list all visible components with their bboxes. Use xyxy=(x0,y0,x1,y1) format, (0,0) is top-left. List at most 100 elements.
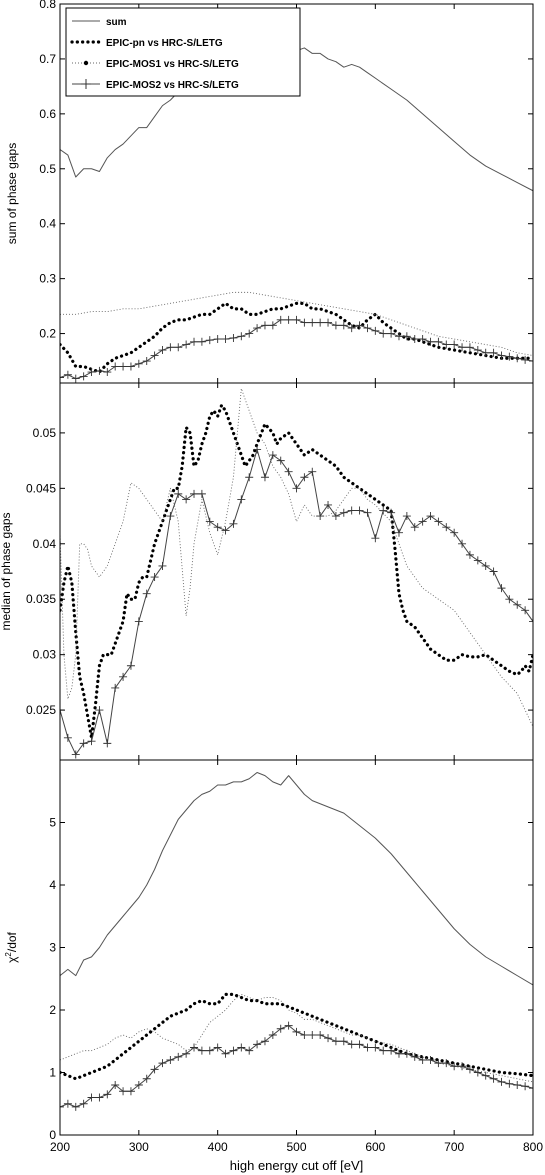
data-point-epic-mos2-vs-hrc-s-letg xyxy=(87,368,96,377)
data-point-epic-mos2-vs-hrc-s-letg xyxy=(182,1049,191,1058)
x-tick-label: 700 xyxy=(444,1140,464,1154)
data-point-epic-mos2-vs-hrc-s-letg xyxy=(442,340,451,349)
data-point-epic-mos2-vs-hrc-s-letg xyxy=(458,343,467,352)
data-point-epic-mos2-vs-hrc-s-letg xyxy=(213,335,222,344)
data-point-epic-mos2-vs-hrc-s-letg xyxy=(166,343,175,352)
data-point-epic-mos2-vs-hrc-s-letg xyxy=(505,352,514,361)
data-point-epic-mos2-vs-hrc-s-letg xyxy=(418,517,427,526)
data-point-epic-mos2-vs-hrc-s-letg xyxy=(308,318,317,327)
data-point-epic-mos2-vs-hrc-s-letg xyxy=(221,526,230,535)
data-point-epic-mos2-vs-hrc-s-letg xyxy=(339,1037,348,1046)
data-point-epic-mos2-vs-hrc-s-letg xyxy=(355,1040,364,1049)
data-point-epic-mos2-vs-hrc-s-letg xyxy=(347,506,356,515)
data-point-epic-mos2-vs-hrc-s-letg xyxy=(521,1082,530,1091)
data-point-epic-mos2-vs-hrc-s-letg xyxy=(465,1065,474,1074)
data-point-epic-mos2-vs-hrc-s-letg xyxy=(237,495,246,504)
data-point-epic-mos2-vs-hrc-s-letg xyxy=(182,340,191,349)
data-point-epic-mos2-vs-hrc-s-letg xyxy=(158,1059,167,1068)
panel-median-of-phase-gaps: 0.025 0.03 0.035 0.04 0.045 0.05 xyxy=(26,382,534,761)
data-point-epic-mos2-vs-hrc-s-letg xyxy=(418,335,427,344)
y-tick-label: 0.5 xyxy=(39,162,56,176)
data-point-epic-mos2-vs-hrc-s-letg xyxy=(434,337,443,346)
data-point-epic-mos2-vs-hrc-s-letg xyxy=(450,1062,459,1071)
x-tick-label: 200 xyxy=(50,1140,70,1154)
data-point-epic-mos2-vs-hrc-s-letg xyxy=(410,1052,419,1061)
data-point-epic-mos2-vs-hrc-s-letg xyxy=(426,1056,435,1064)
data-point-epic-mos2-vs-hrc-s-letg xyxy=(237,332,246,341)
x-axis-label: high energy cut off [eV] xyxy=(230,1158,363,1173)
data-point-epic-mos2-vs-hrc-s-letg xyxy=(111,362,120,371)
data-point-epic-mos2-vs-hrc-s-letg xyxy=(126,362,135,371)
data-point-epic-mos2-vs-hrc-s-letg xyxy=(253,324,262,333)
data-point-epic-mos2-vs-hrc-s-letg xyxy=(505,1079,514,1088)
data-point-epic-mos2-vs-hrc-s-letg xyxy=(63,1099,72,1108)
y-tick-label: 0.6 xyxy=(39,107,56,121)
data-point-epic-mos2-vs-hrc-s-letg xyxy=(103,368,112,377)
x-tick-label: 800 xyxy=(523,1140,543,1154)
data-point-epic-mos2-vs-hrc-s-letg xyxy=(142,357,151,366)
data-point-epic-mos2-vs-hrc-s-letg xyxy=(182,495,191,504)
data-point-epic-mos2-vs-hrc-s-letg xyxy=(284,467,293,476)
legend-label-sum: sum xyxy=(106,17,127,28)
data-point-epic-mos2-vs-hrc-s-letg xyxy=(60,373,64,382)
data-point-epic-mos2-vs-hrc-s-letg xyxy=(379,1046,388,1055)
data-point-epic-mos2-vs-hrc-s-letg xyxy=(363,1043,372,1052)
data-point-epic-mos2-vs-hrc-s-letg xyxy=(394,332,403,341)
data-point-epic-mos2-vs-hrc-s-letg xyxy=(426,337,435,346)
data-point-epic-mos2-vs-hrc-s-letg xyxy=(371,534,380,543)
data-point-epic-mos2-vs-hrc-s-letg xyxy=(505,595,514,604)
data-point-epic-mos2-vs-hrc-s-letg xyxy=(174,343,183,352)
data-point-epic-mos2-vs-hrc-s-letg xyxy=(268,451,277,460)
data-point-epic-mos2-vs-hrc-s-letg xyxy=(324,1034,333,1043)
data-point-epic-mos2-vs-hrc-s-letg xyxy=(347,1040,356,1049)
x-tick-label: 500 xyxy=(286,1140,306,1154)
data-point-epic-mos2-vs-hrc-s-letg xyxy=(268,321,277,330)
data-point-epic-mos2-vs-hrc-s-letg xyxy=(481,1071,490,1080)
data-point-epic-mos2-vs-hrc-s-letg xyxy=(316,318,325,327)
data-point-epic-mos2-vs-hrc-s-letg xyxy=(197,337,206,346)
y-tick-label: 0.04 xyxy=(33,537,57,551)
data-point-epic-mos2-vs-hrc-s-letg xyxy=(260,321,269,330)
y-tick-label: 0 xyxy=(49,1128,56,1142)
data-point-epic-mos2-vs-hrc-s-letg xyxy=(339,321,348,330)
data-point-epic-mos2-vs-hrc-s-letg xyxy=(402,1049,411,1058)
y-tick-label: 0.035 xyxy=(26,592,56,606)
data-point-epic-mos2-vs-hrc-s-letg xyxy=(300,1031,309,1039)
data-point-epic-mos2-vs-hrc-s-letg xyxy=(205,517,214,526)
data-point-epic-mos2-vs-hrc-s-letg xyxy=(458,539,467,548)
data-point-epic-mos2-vs-hrc-s-letg xyxy=(284,1021,293,1030)
data-point-epic-mos2-vs-hrc-s-letg xyxy=(300,318,309,327)
data-point-epic-mos2-vs-hrc-s-letg xyxy=(465,550,474,559)
data-point-epic-mos2-vs-hrc-s-letg xyxy=(355,506,364,515)
data-point-epic-mos2-vs-hrc-s-letg xyxy=(339,508,348,517)
data-point-epic-mos2-vs-hrc-s-letg xyxy=(521,355,530,364)
data-point-epic-mos2-vs-hrc-s-letg xyxy=(316,512,325,521)
data-point-epic-mos2-vs-hrc-s-letg xyxy=(331,512,340,521)
y-axis-label-dof: /dof xyxy=(5,931,19,952)
data-point-epic-mos2-vs-hrc-s-letg xyxy=(402,332,411,341)
data-point-epic-mos2-vs-hrc-s-letg xyxy=(190,1043,199,1052)
data-point-epic-mos2-vs-hrc-s-letg xyxy=(111,1081,120,1089)
data-point-epic-mos2-vs-hrc-s-letg xyxy=(126,1087,135,1096)
data-point-epic-mos2-vs-hrc-s-letg xyxy=(174,1052,183,1061)
data-point-epic-mos2-vs-hrc-s-letg xyxy=(253,445,262,454)
data-point-epic-mos2-vs-hrc-s-letg xyxy=(394,528,403,537)
data-point-epic-mos2-vs-hrc-s-letg xyxy=(371,326,380,335)
data-point-epic-mos2-vs-hrc-s-letg xyxy=(103,739,112,748)
series-line-sum xyxy=(60,772,533,986)
data-point-epic-mos2-vs-hrc-s-letg xyxy=(410,523,419,532)
data-point-epic-mos2-vs-hrc-s-letg xyxy=(71,374,80,383)
data-point-epic-mos2-vs-hrc-s-letg xyxy=(245,473,254,482)
data-point-epic-mos2-vs-hrc-s-letg xyxy=(481,348,490,357)
data-point-epic-mos2-vs-hrc-s-letg xyxy=(142,589,151,598)
legend-marker xyxy=(81,79,91,89)
data-point-epic-mos2-vs-hrc-s-letg xyxy=(119,1087,128,1096)
y-tick-label: 1 xyxy=(49,1066,56,1080)
legend-label-epic-pn-vs-hrc-s-letg: EPIC-pn vs HRC-S/LETG xyxy=(106,38,223,49)
data-point-epic-mos2-vs-hrc-s-letg xyxy=(473,346,482,355)
data-point-epic-mos2-vs-hrc-s-letg xyxy=(205,336,214,345)
data-point-epic-mos2-vs-hrc-s-letg xyxy=(489,348,498,357)
data-point-epic-mos2-vs-hrc-s-letg xyxy=(387,508,396,517)
data-point-epic-mos2-vs-hrc-s-letg xyxy=(497,584,506,593)
data-point-epic-mos2-vs-hrc-s-letg xyxy=(268,1031,277,1039)
